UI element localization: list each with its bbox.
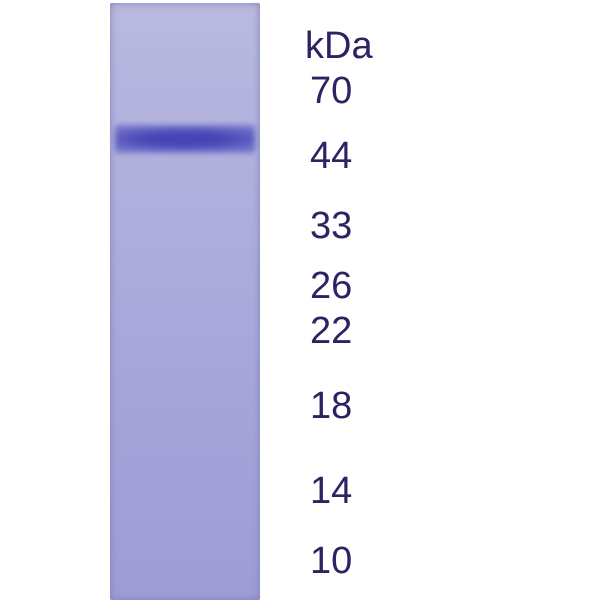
marker-label: 26 bbox=[310, 265, 352, 308]
gel-lane bbox=[110, 3, 260, 600]
marker-label: 70 bbox=[310, 70, 352, 113]
protein-band bbox=[115, 125, 255, 153]
marker-label: 14 bbox=[310, 470, 352, 513]
unit-label: kDa bbox=[305, 25, 373, 68]
marker-label: 18 bbox=[310, 385, 352, 428]
marker-label: 10 bbox=[310, 540, 352, 583]
marker-label: 33 bbox=[310, 205, 352, 248]
marker-label: 22 bbox=[310, 310, 352, 353]
marker-label: 44 bbox=[310, 135, 352, 178]
gel-image-container: kDa 70 44 33 2622 18 14 10 bbox=[0, 0, 600, 600]
